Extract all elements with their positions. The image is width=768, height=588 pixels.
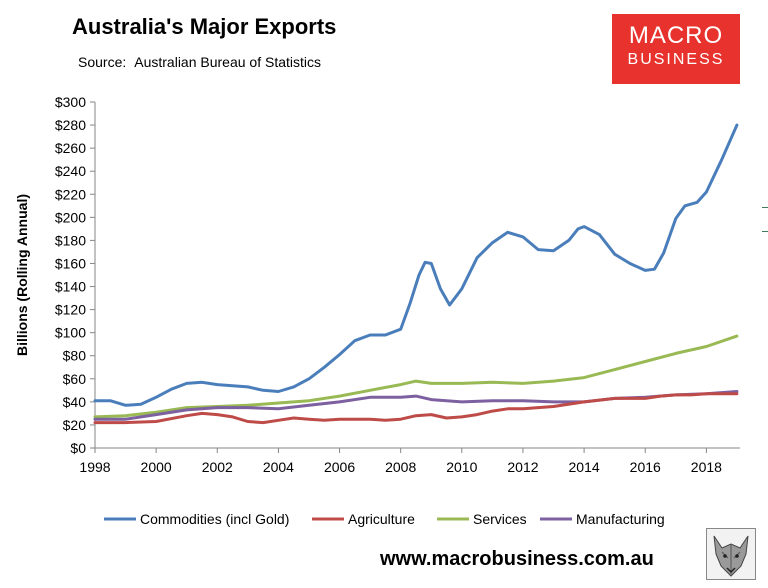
legend-label: Services bbox=[473, 511, 527, 527]
x-tick-label: 2008 bbox=[385, 459, 416, 475]
y-tick-label: $200 bbox=[55, 209, 86, 225]
source-text: Australian Bureau of Statistics bbox=[134, 54, 322, 70]
y-tick-label: $280 bbox=[55, 117, 86, 133]
y-tick-label: $240 bbox=[55, 163, 86, 179]
y-tick-label: $120 bbox=[55, 302, 86, 318]
y-axis-label: Billions (Rolling Annual) bbox=[14, 194, 30, 356]
chart-title: Australia's Major Exports bbox=[72, 14, 337, 39]
series-line-services bbox=[93, 334, 739, 419]
x-tick-label: 2018 bbox=[691, 459, 722, 475]
logo-line-2: BUSINESS bbox=[627, 51, 725, 68]
y-tick-label: $220 bbox=[55, 186, 86, 202]
y-tick-label: $260 bbox=[55, 140, 86, 156]
x-tick-label: 2006 bbox=[324, 459, 355, 475]
source-line: Source: Australian Bureau of Statistics bbox=[78, 54, 321, 70]
y-tick-label: $60 bbox=[63, 371, 87, 387]
wolf-mascot-icon bbox=[706, 528, 756, 580]
legend-label: Manufacturing bbox=[576, 511, 665, 527]
x-tick-label: 2000 bbox=[141, 459, 172, 475]
macrobusiness-logo: MACRO BUSINESS bbox=[612, 14, 740, 84]
y-tick-label: $180 bbox=[55, 232, 86, 248]
edge-marker bbox=[762, 231, 768, 232]
y-tick-label: $140 bbox=[55, 279, 86, 295]
y-tick-label: $160 bbox=[55, 255, 86, 271]
y-tick-label: $0 bbox=[70, 440, 86, 456]
legend-label: Commodities (incl Gold) bbox=[140, 511, 289, 527]
x-tick-label: 2002 bbox=[202, 459, 233, 475]
series-line-commodities-incl-gold bbox=[93, 123, 739, 407]
x-tick-label: 1998 bbox=[79, 459, 110, 475]
y-tick-label: $300 bbox=[55, 94, 86, 110]
y-tick-label: $100 bbox=[55, 325, 86, 341]
x-tick-label: 2012 bbox=[507, 459, 538, 475]
edge-marker bbox=[762, 207, 768, 208]
x-tick-label: 2004 bbox=[263, 459, 294, 475]
website-url[interactable]: www.macrobusiness.com.au bbox=[380, 548, 654, 570]
source-label: Source: bbox=[78, 54, 127, 70]
x-tick-label: 2016 bbox=[630, 459, 661, 475]
logo-line-1: MACRO bbox=[628, 22, 724, 49]
y-tick-label: $20 bbox=[63, 417, 87, 433]
legend-label: Agriculture bbox=[348, 511, 415, 527]
series-line-agriculture bbox=[93, 392, 739, 425]
x-tick-label: 2010 bbox=[446, 459, 477, 475]
x-tick-label: 2014 bbox=[569, 459, 600, 475]
y-tick-label: $80 bbox=[63, 348, 87, 364]
y-tick-label: $40 bbox=[63, 394, 87, 410]
